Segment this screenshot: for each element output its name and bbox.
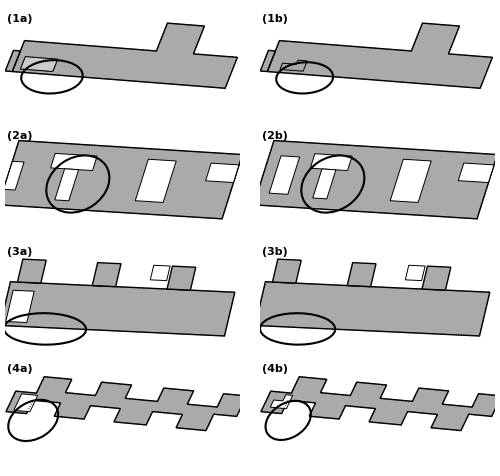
- Polygon shape: [254, 140, 498, 219]
- Polygon shape: [150, 265, 170, 281]
- Polygon shape: [0, 282, 235, 336]
- Polygon shape: [167, 266, 196, 290]
- Polygon shape: [261, 377, 500, 431]
- Polygon shape: [313, 169, 336, 199]
- Polygon shape: [310, 154, 352, 170]
- Polygon shape: [422, 266, 451, 290]
- Polygon shape: [272, 259, 301, 283]
- Polygon shape: [50, 153, 97, 170]
- Polygon shape: [4, 161, 24, 190]
- Polygon shape: [92, 263, 121, 287]
- Polygon shape: [20, 57, 58, 71]
- Polygon shape: [347, 263, 376, 287]
- Polygon shape: [267, 23, 492, 88]
- Polygon shape: [458, 163, 494, 182]
- Polygon shape: [12, 23, 237, 88]
- Text: (3a): (3a): [8, 247, 32, 257]
- Polygon shape: [14, 394, 38, 412]
- Polygon shape: [55, 169, 78, 201]
- Polygon shape: [269, 156, 300, 194]
- Polygon shape: [206, 163, 239, 182]
- Polygon shape: [280, 60, 307, 71]
- Polygon shape: [6, 50, 20, 71]
- Polygon shape: [260, 50, 276, 71]
- Polygon shape: [406, 265, 425, 281]
- Text: (1a): (1a): [8, 14, 33, 24]
- Text: (4b): (4b): [262, 364, 288, 374]
- Text: (3b): (3b): [262, 247, 288, 257]
- Polygon shape: [6, 290, 34, 323]
- Polygon shape: [6, 377, 246, 431]
- Text: (1b): (1b): [262, 14, 288, 24]
- Polygon shape: [390, 159, 431, 202]
- Polygon shape: [270, 395, 292, 409]
- Polygon shape: [255, 282, 490, 336]
- Text: (2b): (2b): [262, 130, 288, 140]
- Polygon shape: [18, 259, 46, 283]
- Text: (2a): (2a): [8, 130, 33, 140]
- Polygon shape: [0, 140, 242, 219]
- Text: (4a): (4a): [8, 364, 33, 374]
- Polygon shape: [135, 159, 176, 202]
